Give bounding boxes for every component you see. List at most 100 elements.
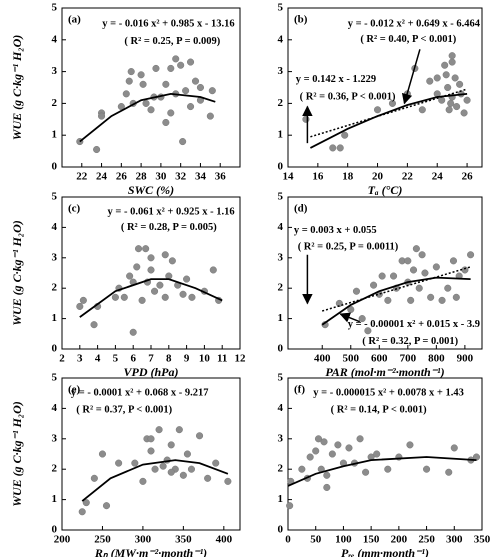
data-point (98, 112, 106, 120)
y-tick-label: 0 (52, 524, 58, 536)
data-point (151, 287, 159, 295)
x-tick-label: 16 (312, 171, 324, 183)
x-tick-label: 10 (199, 353, 211, 365)
x-tick-label: 400 (216, 534, 233, 546)
x-tick-label: 26 (116, 171, 128, 183)
y-tick-label: 2 (278, 97, 284, 109)
y-tick-label: 2 (52, 282, 58, 294)
x-tick-label: 250 (94, 534, 111, 546)
data-point (147, 447, 155, 455)
y-tick-label: 5 (278, 191, 284, 203)
y-tick-label: 3 (52, 251, 58, 263)
x-tick-label: 0 (285, 534, 291, 546)
data-point (441, 61, 449, 69)
x-tick-label: 900 (457, 353, 474, 365)
y-tick-label: 5 (52, 191, 58, 203)
x-tick-label: 600 (371, 353, 388, 365)
equation: y = - 0.061 x² + 0.925 x - 1.16 (108, 207, 235, 218)
data-point (138, 296, 146, 304)
data-point (335, 299, 343, 307)
x-tick-label: 18 (342, 171, 354, 183)
y-tick-label: 4 (278, 33, 284, 45)
x-tick-label: 700 (400, 353, 417, 365)
equation: y = 0.142 x - 1.229 (296, 74, 376, 85)
data-point (179, 138, 187, 146)
data-point (356, 435, 364, 443)
data-point (460, 109, 468, 117)
x-tick-label: 14 (283, 171, 295, 183)
data-point (438, 96, 446, 104)
data-point (302, 115, 310, 123)
data-point (352, 287, 361, 295)
equation: ( R² = 0.28, P = 0.005) (121, 222, 217, 233)
data-point (336, 144, 344, 152)
panel-label: (c) (68, 203, 81, 215)
data-point (390, 272, 398, 280)
fit-line (310, 88, 468, 138)
x-axis-label: PAR (mol·m⁻²·month⁻¹) (325, 365, 444, 379)
panel-label: (d) (294, 203, 308, 215)
data-point (406, 441, 414, 449)
x-tick-label: 300 (446, 534, 463, 546)
data-point (147, 266, 155, 274)
data-point (323, 471, 331, 479)
panel: 0 1 2 3 4 5 400 500 600 700 800 900 PAR (mol·m⁻²·mon… (278, 191, 483, 379)
plot-frame (287, 196, 483, 350)
y-tick-label: 3 (278, 65, 284, 77)
x-tick-label: 500 (343, 353, 360, 365)
data-point (147, 435, 155, 443)
data-point (448, 58, 456, 66)
fit-line (321, 276, 471, 326)
y-tick-label: 3 (52, 65, 58, 77)
data-point (418, 251, 426, 259)
data-point (156, 281, 164, 289)
equation: ( R² = 0.32, P = 0.001) (362, 336, 458, 347)
y-tick-label: 0 (52, 343, 58, 355)
data-point (188, 293, 196, 301)
data-point (426, 77, 434, 85)
data-point (415, 284, 423, 292)
panel-label: (b) (294, 14, 308, 26)
data-point (453, 103, 461, 111)
data-point (370, 281, 378, 289)
data-point (175, 426, 183, 434)
x-tick-label: 32 (175, 171, 187, 183)
plot-frame (287, 7, 483, 168)
x-tick-label: 22 (402, 171, 414, 183)
data-point (388, 99, 397, 107)
data-point (204, 474, 212, 482)
x-tick-label: 36 (215, 171, 227, 183)
y-tick-label: 1 (278, 312, 284, 324)
data-point (384, 465, 392, 473)
y-tick-label: 3 (278, 251, 284, 263)
fit-line (287, 456, 477, 487)
data-point (384, 296, 392, 304)
data-point (82, 499, 90, 507)
x-tick-label: 34 (195, 171, 207, 183)
data-point (179, 471, 187, 479)
data-point (167, 441, 175, 449)
equation: ( R² = 0.37, P < 0.001) (76, 404, 172, 415)
data-point (373, 450, 381, 458)
y-tick-label: 3 (278, 432, 284, 444)
x-tick-label: 350 (474, 534, 491, 546)
data-point (167, 468, 175, 476)
x-tick-label: 28 (136, 171, 148, 183)
data-point (452, 293, 460, 301)
x-tick-label: 20 (372, 171, 384, 183)
data-point (147, 254, 155, 262)
data-point (461, 266, 469, 274)
data-point (286, 502, 294, 510)
x-tick-label: 7 (148, 353, 154, 365)
data-point (161, 293, 169, 301)
x-tick-label: 22 (76, 171, 88, 183)
data-point (168, 257, 176, 265)
data-point (172, 55, 180, 63)
data-point (345, 444, 353, 452)
x-tick-label: 11 (217, 353, 227, 365)
data-point (137, 71, 145, 79)
data-point (187, 103, 195, 111)
data-point (432, 263, 440, 271)
y-tick-label: 4 (52, 33, 58, 45)
